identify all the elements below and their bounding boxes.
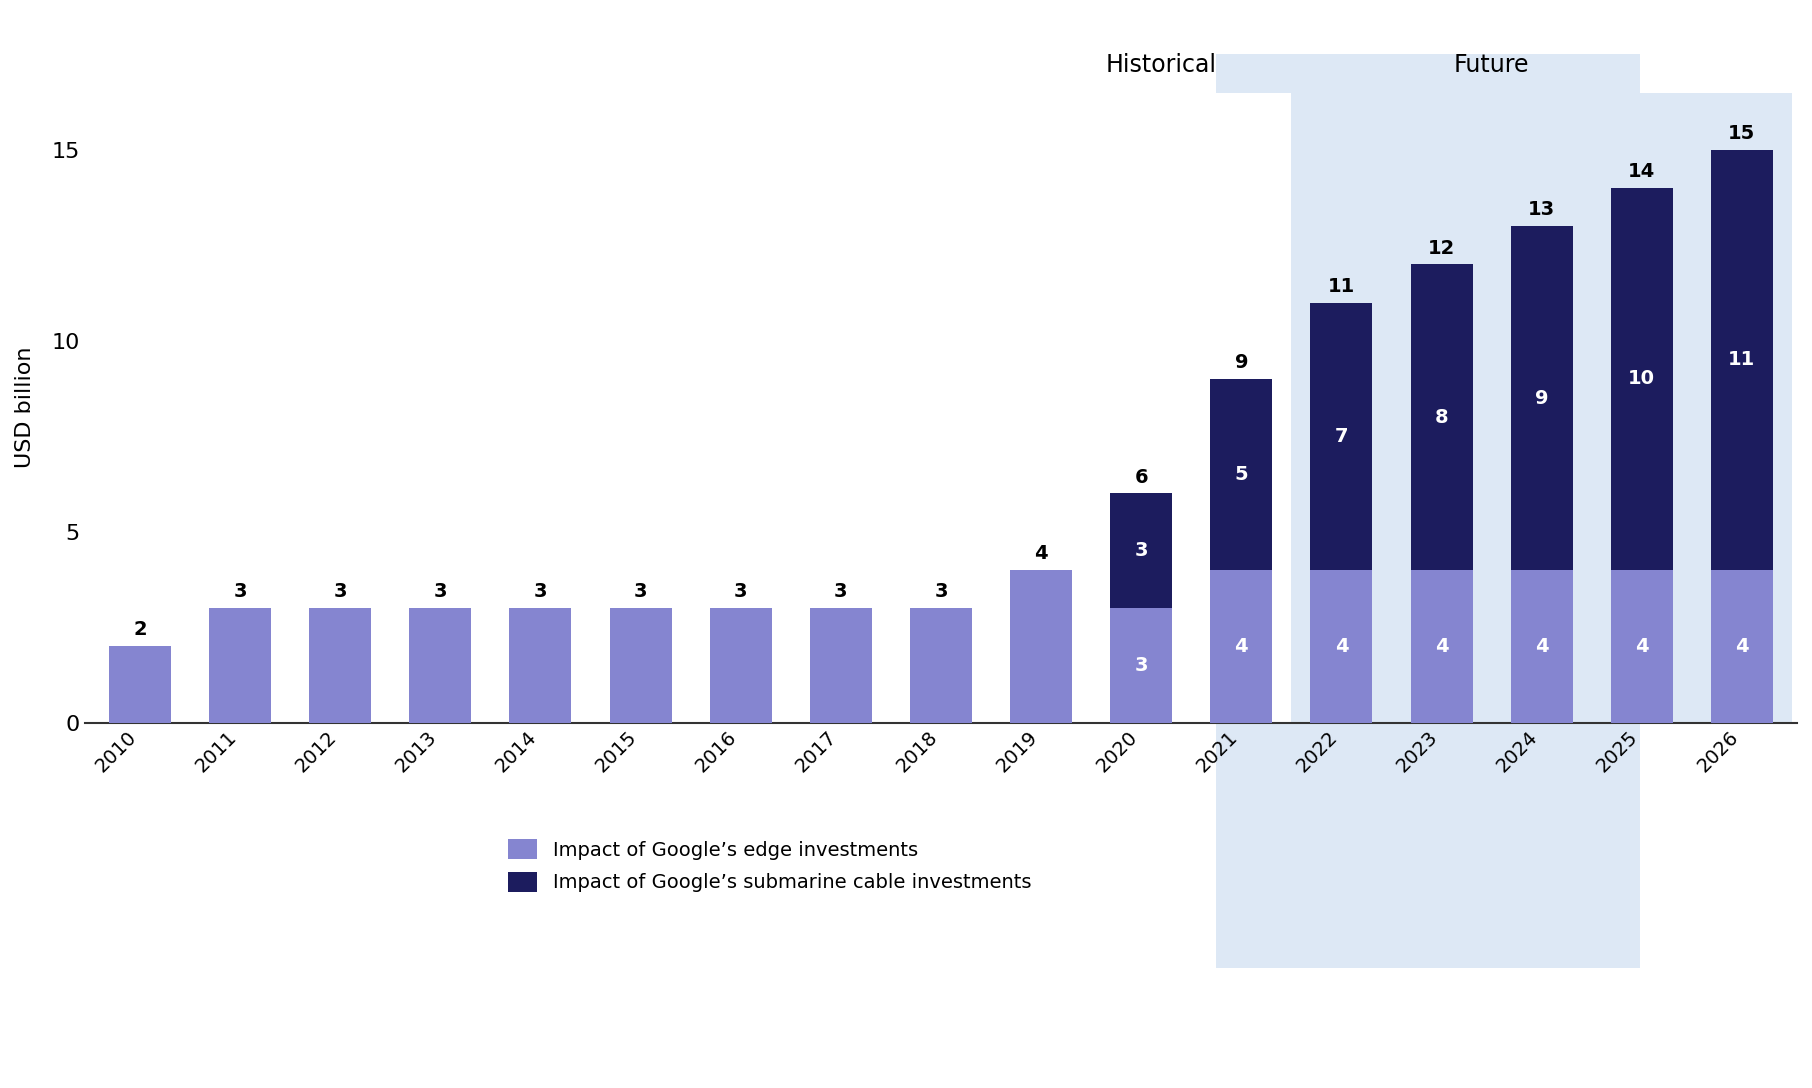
Text: 3: 3 — [234, 582, 246, 602]
Text: 3: 3 — [834, 582, 848, 602]
Text: 9: 9 — [1535, 388, 1549, 408]
Legend: Impact of Google’s edge investments, Impact of Google’s submarine cable investme: Impact of Google’s edge investments, Imp… — [498, 830, 1042, 902]
Bar — [109, 646, 170, 722]
Text: 3: 3 — [333, 582, 346, 602]
Text: 4: 4 — [1634, 636, 1649, 656]
Bar — [1511, 226, 1573, 570]
Text: 10: 10 — [1629, 370, 1656, 388]
Bar — [710, 608, 772, 722]
Bar — [509, 608, 571, 722]
Bar — [910, 608, 971, 722]
Bar — [1310, 570, 1372, 722]
Bar — [1711, 150, 1772, 570]
Text: 3: 3 — [734, 582, 748, 602]
Text: 3: 3 — [535, 582, 547, 602]
Text: 4: 4 — [1335, 636, 1348, 656]
Bar — [810, 608, 872, 722]
Text: 5: 5 — [1234, 465, 1248, 484]
Text: 13: 13 — [1528, 200, 1555, 220]
Text: 6: 6 — [1134, 468, 1149, 486]
Bar — [1611, 570, 1672, 722]
Text: 12: 12 — [1428, 238, 1455, 258]
Bar — [1711, 570, 1772, 722]
Bar — [609, 608, 672, 722]
Bar — [1410, 264, 1473, 570]
Text: 11: 11 — [1729, 350, 1756, 369]
Bar — [1292, 92, 1792, 722]
Bar — [1310, 302, 1372, 570]
Text: 8: 8 — [1435, 408, 1448, 426]
Text: 4: 4 — [1035, 544, 1047, 562]
Bar — [1511, 570, 1573, 722]
Text: 14: 14 — [1629, 162, 1656, 182]
Text: 3: 3 — [1134, 656, 1149, 675]
Text: 3: 3 — [634, 582, 647, 602]
Text: 4: 4 — [1435, 636, 1448, 656]
Text: 15: 15 — [1729, 124, 1756, 143]
Bar — [1111, 494, 1172, 608]
Bar — [1410, 570, 1473, 722]
Text: Historical: Historical — [1105, 53, 1216, 77]
Text: Future: Future — [1453, 53, 1529, 77]
Bar — [1009, 570, 1073, 722]
Bar — [1111, 608, 1172, 722]
Text: 7: 7 — [1335, 426, 1348, 446]
Text: 4: 4 — [1234, 636, 1248, 656]
Y-axis label: USD billion: USD billion — [14, 347, 34, 468]
Text: 3: 3 — [433, 582, 448, 602]
Text: 4: 4 — [1535, 636, 1549, 656]
Bar — [1210, 379, 1272, 570]
Bar — [310, 608, 371, 722]
Text: 9: 9 — [1234, 354, 1248, 372]
Text: 4: 4 — [1736, 636, 1749, 656]
Text: 11: 11 — [1328, 276, 1355, 296]
Text: 3: 3 — [935, 582, 948, 602]
Bar — [1210, 570, 1272, 722]
Text: 3: 3 — [1134, 541, 1149, 560]
Bar — [410, 608, 471, 722]
Text: 2: 2 — [132, 620, 147, 640]
Bar — [1611, 188, 1672, 570]
Bar — [208, 608, 272, 722]
